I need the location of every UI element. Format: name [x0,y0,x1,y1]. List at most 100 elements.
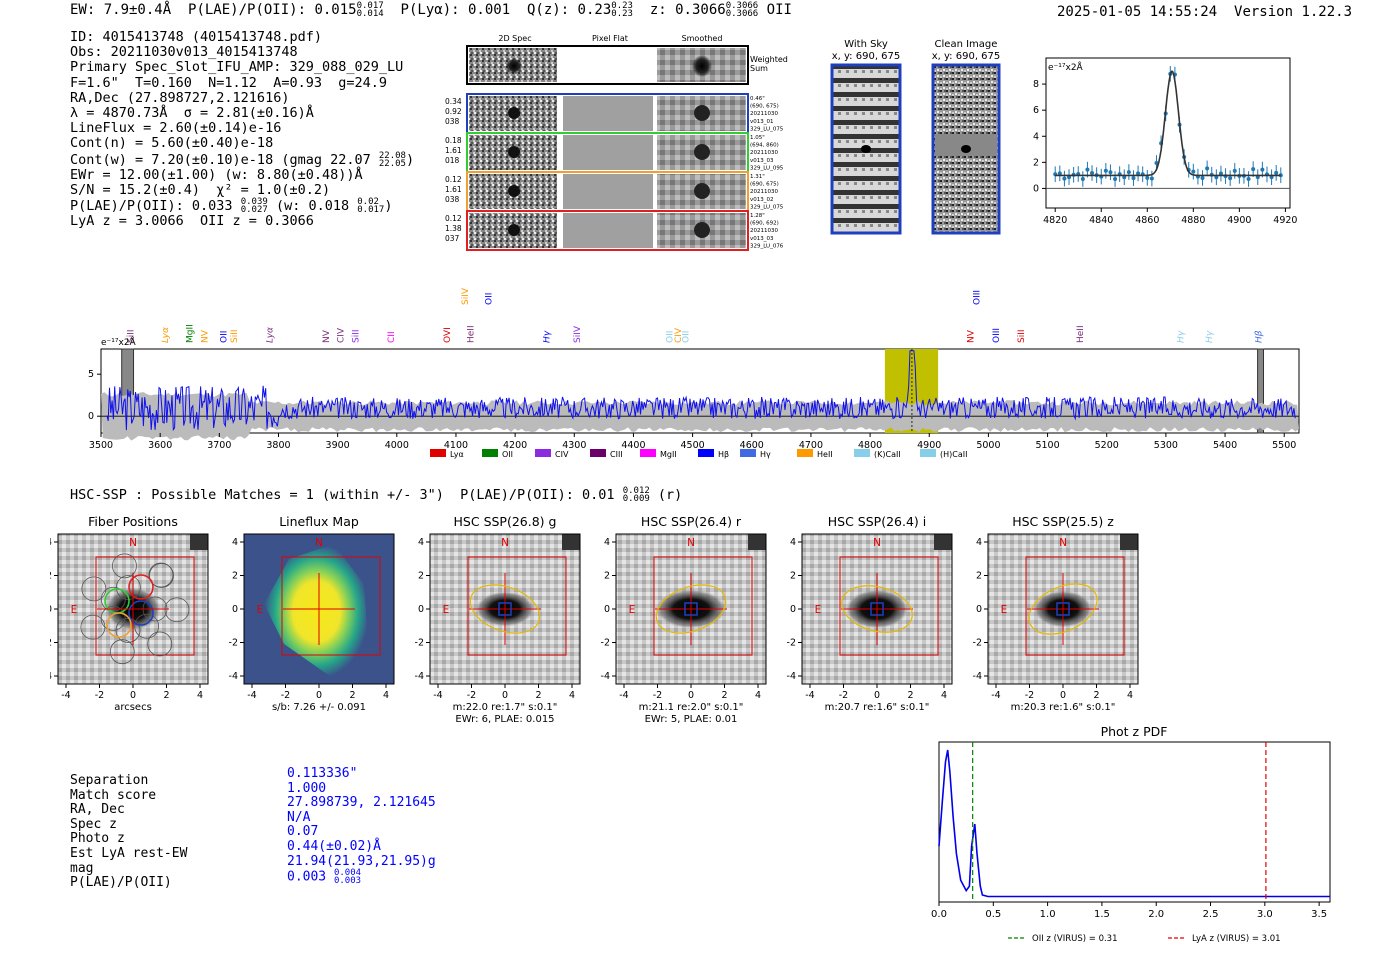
spectrum-xtick-label: 5300 [1154,440,1178,451]
line-label: CIV [674,327,684,343]
cutout-row-meta: 329_LU_075 [750,126,784,132]
col-title-2dspec: 2D Spec [498,34,531,43]
thumb-match-box [684,602,698,616]
line-label: OII [681,331,691,343]
separation-value-text: 0.44(±0.02)Å [287,838,381,854]
thumb-title: Lineflux Map [279,514,359,529]
photz-legend-label: LyA z (VIRUS) = 3.01 [1192,934,1281,944]
info-id: ID: 4015413748 (4015413748.pdf) [70,29,322,45]
separation-values: 0.113336" 1.000 27.898739, 2.121645 N/A 0.07… [287,766,436,887]
thumb-ellipse [841,585,913,633]
thumb-ytick-label: 4 [50,537,52,548]
legend-swatch [640,449,656,457]
photz-xtick-label: 1.5 [1094,909,1110,920]
separation-label: Spec z [70,816,117,832]
spectrum-xtick-label: 4900 [917,440,941,451]
full-spectrum-chart: SiII Lyα MgII NV OII SiII Lyα NV CIV SiII CII OVI He… [88,287,1300,459]
info-contw: Cont(w) = 7.20(±0.10)e-18 (gmag 22.07 [70,151,371,168]
thumb-ytick-label: 4 [418,537,424,548]
thumb-north: N [873,537,881,549]
cutout-row-frame [466,210,749,251]
qz-value: Q(z): 0.23 [526,2,612,18]
thumb-match-box [498,602,512,616]
spectrum-xtick-label: 3700 [207,440,231,451]
line-label: SiII [230,329,240,343]
zoom-ytick-label: 0 [1033,183,1039,194]
separation-value: 0.113336" [287,766,436,782]
thumbnail-row: Fiber Positions N E -4 -4 -2 -2 0 0 2 2 4 4 arcsecs Li… [50,514,1139,723]
spectrum-legend: Lyα OII CIV CIII MgII Hβ Hγ HeII (K)CaII (H)CaII [430,449,967,459]
thumb-xtick-label: -4 [61,690,70,701]
zoom-data-point [1108,170,1113,175]
cutout-row-stat: 0.12 [445,175,462,184]
line-label: Hγ [1177,330,1187,343]
thumb-aperture-box [467,556,567,656]
thumb-xtick-label: 4 [569,690,575,701]
thumb-ytick-label: 2 [418,571,424,582]
sep-plae-lo: 0.003 [333,876,362,887]
qz-lo: 0.23 [611,9,633,19]
with-sky-coords: x, y: 690, 675 [832,51,901,62]
cutout-row-meta: (694, 860) [750,143,779,149]
thumb-north: N [687,537,695,549]
photz-xtick-label: 0.5 [985,909,1001,920]
line-label: Hβ [1255,330,1265,343]
spectrum-line [106,350,1296,432]
cutout-row-source [508,146,520,158]
thumb-ytick-label: -2 [50,638,52,649]
legend-swatch [535,449,551,457]
legend-swatch [740,449,756,457]
plae-w-hi: 0.02 [357,197,379,208]
weighted-sum-smoothed-source [692,55,712,77]
weighted-label-1: Weighted [750,55,788,64]
zoom-data-point [1205,166,1210,171]
line-labels: SiII Lyα MgII NV OII SiII Lyα NV CIV SiII CII OVI He… [127,287,1265,343]
thumb-corner-star [190,534,208,550]
thumb-xtick-label: 4 [197,690,203,701]
thumb-east: E [443,604,450,616]
thumb-east: E [1001,604,1008,616]
cutout-row-meta: v013_03 [750,236,774,242]
thumb-aperture-box [653,556,753,656]
line-label: NV [200,329,210,343]
spectrum-xtick-label: 4800 [858,440,882,451]
line-label: SiII [127,329,137,343]
separation-value: 0.003 0.004 0.003 [287,869,436,887]
thumb-ytick-label: 4 [976,537,982,548]
legend-label: CIII [610,450,623,459]
zoom-data-point [1260,167,1265,172]
zoom-data-point [1218,171,1223,176]
thumb-xlabel: m:21.1 re:2.0" s:0.1" [639,702,744,713]
zoom-data-point [1214,175,1219,180]
spectrum-xtick-label: 3900 [326,440,350,451]
plae-info-hi: 0.039 [240,197,268,208]
qz-hi: 0.23 [611,1,633,11]
separation-value-text: 27.898739, 2.121645 [287,795,436,811]
thumb-east: E [257,604,264,616]
weighted-label-2: Sum [750,64,768,73]
weighted-sum-source [506,58,522,74]
spectrum-ytick-label: 5 [88,369,94,380]
legend-label: Hβ [718,450,729,459]
line-id: OII [766,2,792,18]
info-lineflux: LineFlux = 2.60(±0.14)e-16 [70,120,282,137]
cutout-row-meta: 0.46" [750,96,765,102]
legend-swatch [590,449,606,457]
plae-hi: 0.017 [356,1,384,11]
zoom-data-point [1200,175,1205,180]
cutout-row-smoothed-source [694,144,710,160]
thumb-aperture-box [281,556,381,656]
thumb-aperture-box [1025,556,1125,656]
info-ewr: EWr = 12.00(±1.00) (w: 8.80(±0.48))Å [70,166,363,183]
thumb-north: N [501,537,509,549]
zoom-data-point [1149,176,1154,181]
separation-value-text: 0.003 [287,869,327,885]
thumb-ytick-label: -2 [973,638,982,649]
line-label: SiII [1017,329,1027,343]
spectrum-xtick-label: 5200 [1095,440,1119,451]
line-label: CII [387,331,397,343]
line-label-top: SiIV [461,287,471,305]
zoom-data-point [1246,177,1251,182]
thumb-xtick-label: 0 [688,690,694,701]
